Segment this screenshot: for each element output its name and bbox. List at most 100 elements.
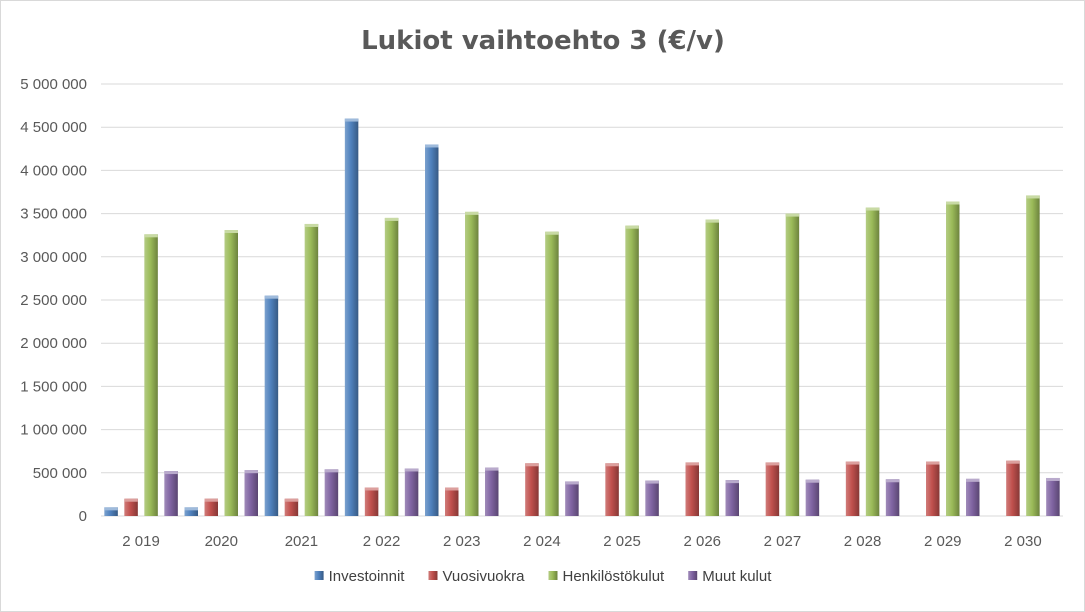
bar-henkilostokulut-2-022 — [384, 217, 399, 517]
x-tick-label: 2 025 — [603, 533, 641, 550]
bar-henkilostokulut-2-027 — [785, 213, 800, 516]
x-tick-label: 2 027 — [764, 533, 802, 550]
legend-label-henkilostokulut: Henkilöstökulut — [562, 568, 665, 585]
bar-henkilostokulut-2-019 — [144, 234, 158, 516]
bar-top-muut-kulut-2-029 — [966, 478, 980, 482]
bar-top-vuosivuokra-2-023 — [445, 487, 459, 491]
x-tick-label: 2 022 — [363, 533, 401, 550]
bar-top-vuosivuokra-2-022 — [364, 487, 379, 491]
x-tick-label: 2 029 — [924, 533, 962, 550]
bars — [104, 118, 1060, 517]
bar-henkilostokulut-2-026 — [705, 219, 719, 516]
bar-henkilostokulut-2021 — [304, 223, 319, 516]
bar-henkilostokulut-2-030 — [1026, 195, 1040, 516]
bar-vuosivuokra-2-019 — [124, 498, 138, 516]
y-tick-label: 3 000 000 — [20, 249, 87, 266]
bar-top-investoinnit-2-019 — [104, 507, 118, 511]
chart-title: Lukiot vaihtoehto 3 (€/v) — [361, 26, 725, 56]
bar-vuosivuokra-2020 — [204, 498, 218, 516]
bar-top-vuosivuokra-2-024 — [525, 463, 539, 467]
bar-top-henkilostokulut-2-023 — [465, 211, 479, 215]
bar-top-muut-kulut-2-024 — [565, 481, 579, 485]
bar-muut-kulut-2-027 — [805, 479, 820, 516]
bar-top-vuosivuokra-2-027 — [765, 462, 780, 466]
bar-henkilostokulut-2-028 — [865, 207, 880, 516]
bar-top-muut-kulut-2-030 — [1046, 477, 1060, 481]
bar-vuosivuokra-2-026 — [685, 462, 699, 516]
bar-top-vuosivuokra-2-029 — [926, 461, 940, 465]
bar-top-henkilostokulut-2-030 — [1026, 195, 1040, 199]
bar-top-muut-kulut-2-028 — [885, 479, 900, 483]
bar-top-vuosivuokra-2-025 — [605, 463, 619, 467]
bar-muut-kulut-2-025 — [645, 480, 659, 516]
bar-muut-kulut-2-024 — [565, 481, 579, 516]
y-tick-label: 2 500 000 — [20, 292, 87, 309]
y-tick-label: 1 500 000 — [20, 378, 87, 395]
legend-swatch-vuosivuokra — [428, 571, 438, 580]
bar-henkilostokulut-2-023 — [465, 211, 479, 516]
bar-top-muut-kulut-2020 — [244, 470, 258, 474]
bar-vuosivuokra-2-030 — [1006, 460, 1020, 516]
bar-top-investoinnit-2020 — [184, 507, 198, 511]
y-tick-label: 500 000 — [33, 465, 87, 482]
bar-henkilostokulut-2-029 — [946, 201, 960, 516]
bar-top-muut-kulut-2-027 — [805, 479, 820, 483]
bar-top-henkilostokulut-2-022 — [384, 217, 399, 221]
bar-investoinnit-2-022 — [344, 118, 359, 516]
bar-vuosivuokra-2-029 — [926, 461, 940, 516]
legend-label-investoinnit: Investoinnit — [329, 568, 406, 585]
x-axis-tick-labels: 2 019 2020 2021 2 022 2 023 2 024 2 025 2 026 2 … — [122, 533, 1041, 550]
bar-vuosivuokra-2-022 — [364, 487, 379, 516]
x-tick-label: 2021 — [285, 533, 318, 550]
y-tick-label: 2 000 000 — [20, 335, 87, 352]
legend-label-vuosivuokra: Vuosivuokra — [442, 568, 525, 585]
bar-investoinnit-2020 — [184, 507, 198, 516]
bar-top-vuosivuokra-2-026 — [685, 462, 699, 466]
bar-muut-kulut-2-029 — [966, 478, 980, 516]
bar-top-henkilostokulut-2021 — [304, 223, 319, 227]
legend: Investoinnit Vuosivuokra Henkilöstökulut Mu… — [314, 568, 772, 585]
bar-henkilostokulut-2-024 — [545, 231, 559, 516]
bar-top-henkilostokulut-2-028 — [865, 207, 880, 211]
bar-vuosivuokra-2-024 — [525, 463, 539, 516]
bar-top-vuosivuokra-2021 — [284, 498, 299, 502]
x-tick-label: 2020 — [205, 533, 238, 550]
y-tick-label: 1 000 000 — [20, 422, 87, 439]
bar-muut-kulut-2-023 — [485, 467, 499, 516]
bar-vuosivuokra-2-023 — [445, 487, 459, 516]
bar-vuosivuokra-2-027 — [765, 462, 780, 516]
bar-top-investoinnit-2-023 — [425, 144, 439, 148]
bar-top-vuosivuokra-2020 — [204, 498, 218, 502]
bar-top-muut-kulut-2021 — [324, 469, 339, 473]
x-tick-label: 2 023 — [443, 533, 481, 550]
bar-top-muut-kulut-2-022 — [404, 468, 419, 472]
bar-top-muut-kulut-2-026 — [725, 480, 739, 484]
bar-top-henkilostokulut-2020 — [224, 230, 238, 234]
bar-top-vuosivuokra-2-030 — [1006, 460, 1020, 464]
bar-top-muut-kulut-2-025 — [645, 480, 659, 484]
bar-top-investoinnit-2021 — [264, 295, 279, 299]
bar-vuosivuokra-2021 — [284, 498, 299, 516]
bar-muut-kulut-2-022 — [404, 468, 419, 516]
bar-henkilostokulut-2020 — [224, 230, 238, 517]
bar-henkilostokulut-2-025 — [625, 225, 639, 517]
bar-muut-kulut-2020 — [244, 470, 258, 516]
bar-top-investoinnit-2-022 — [344, 118, 359, 122]
bar-vuosivuokra-2-025 — [605, 463, 619, 516]
legend-label-muut-kulut: Muut kulut — [702, 568, 772, 585]
x-tick-label: 2 030 — [1004, 533, 1042, 550]
y-axis-tick-labels: 0 500 000 1 000 000 1 500 000 2 000 000 2 500… — [20, 76, 87, 525]
y-tick-label: 4 000 000 — [20, 162, 87, 179]
bar-top-henkilostokulut-2-029 — [946, 201, 960, 205]
bar-muut-kulut-2021 — [324, 469, 339, 516]
x-tick-label: 2 019 — [122, 533, 160, 550]
bar-muut-kulut-2-019 — [164, 471, 178, 516]
bar-top-henkilostokulut-2-026 — [705, 219, 719, 223]
bar-top-muut-kulut-2-019 — [164, 471, 178, 475]
bar-muut-kulut-2-026 — [725, 480, 739, 516]
x-tick-label: 2 026 — [683, 533, 721, 550]
bar-investoinnit-2-023 — [425, 144, 439, 517]
legend-swatch-investoinnit — [314, 571, 324, 580]
